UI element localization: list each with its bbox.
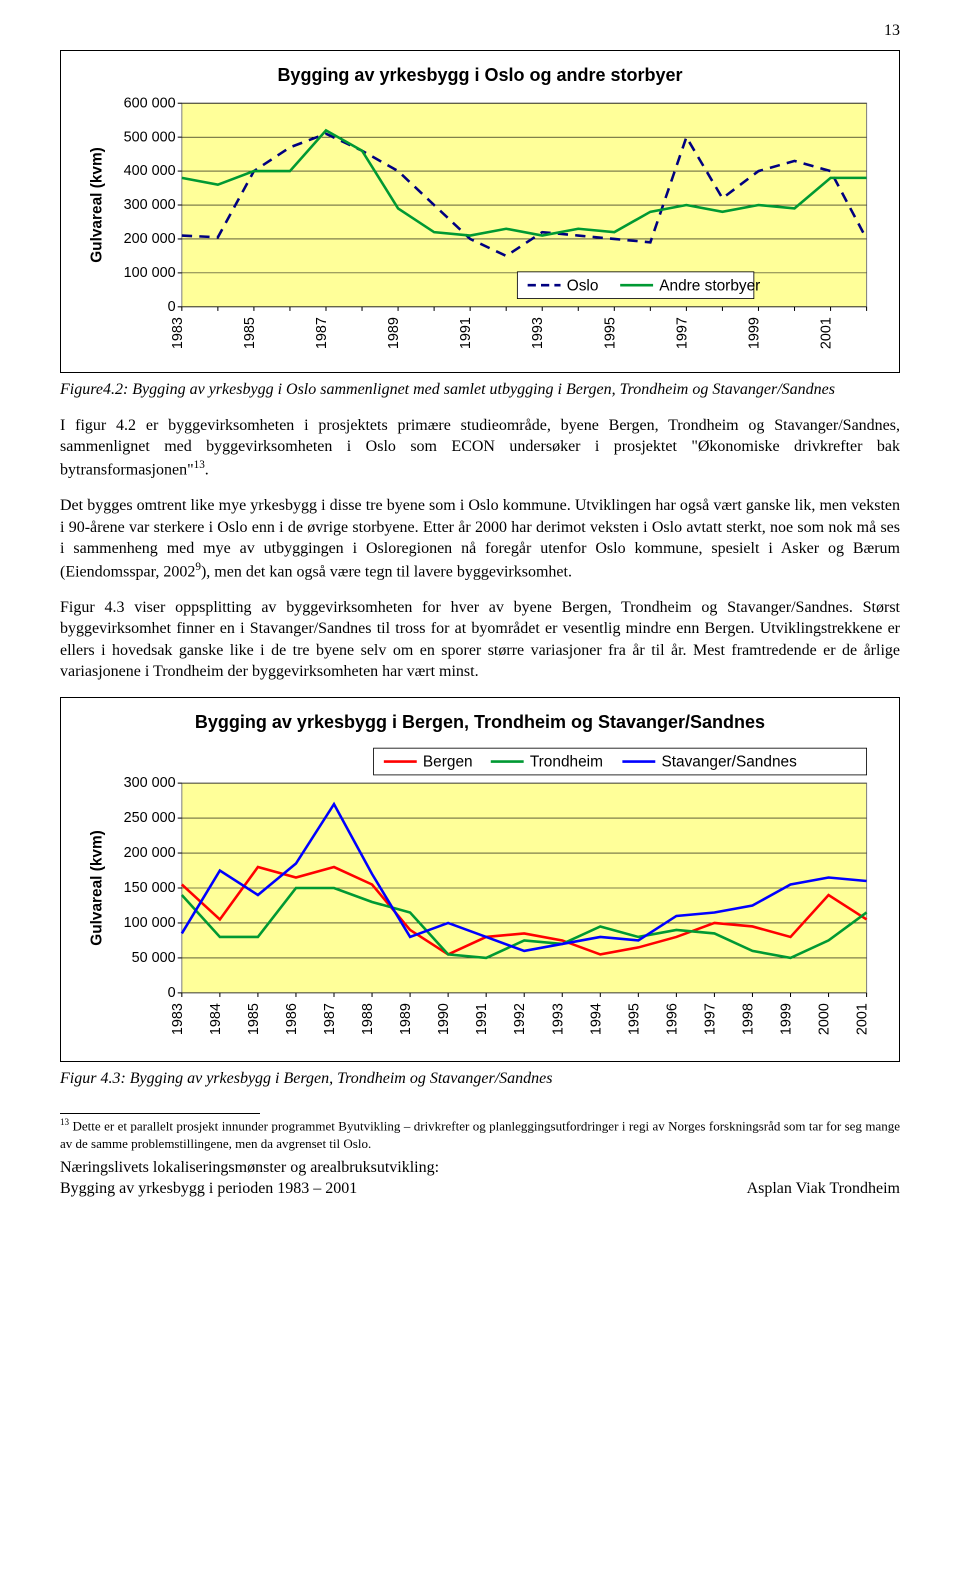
svg-text:100 000: 100 000: [124, 915, 176, 931]
svg-text:1994: 1994: [588, 1003, 604, 1035]
svg-text:1988: 1988: [360, 1003, 376, 1035]
svg-text:1993: 1993: [550, 1003, 566, 1035]
chart2-title: Bygging av yrkesbygg i Bergen, Trondheim…: [79, 710, 881, 734]
svg-text:Gulvareal (kvm): Gulvareal (kvm): [89, 830, 106, 946]
svg-text:200 000: 200 000: [124, 845, 176, 861]
svg-text:Trondheim: Trondheim: [530, 754, 603, 771]
svg-text:1987: 1987: [322, 1003, 338, 1035]
svg-text:100 000: 100 000: [124, 265, 176, 281]
svg-text:Bergen: Bergen: [423, 754, 473, 771]
svg-text:1995: 1995: [626, 1003, 642, 1035]
chart2-svg: 0 50 000 100 000 150 000 200 000 250 000 300 0…: [79, 742, 881, 1050]
svg-text:1999: 1999: [746, 317, 762, 349]
svg-text:1986: 1986: [284, 1003, 300, 1035]
footnote-rule: [60, 1113, 260, 1114]
svg-text:1987: 1987: [314, 317, 330, 349]
svg-text:2000: 2000: [817, 1003, 833, 1035]
svg-text:2001: 2001: [855, 1003, 871, 1035]
svg-text:Stavanger/Sandnes: Stavanger/Sandnes: [661, 754, 797, 771]
svg-text:600 000: 600 000: [124, 95, 176, 111]
svg-text:300 000: 300 000: [124, 197, 176, 213]
para1-text: I figur 4.2 er byggevirksomheten i prosj…: [60, 417, 900, 479]
svg-text:Andre storbyer: Andre storbyer: [659, 277, 760, 294]
footer-line1: Næringslivets lokaliseringsmønster og ar…: [60, 1157, 900, 1179]
chart1-container: Bygging av yrkesbygg i Oslo og andre sto…: [60, 50, 900, 374]
figure-caption-1: Figure4.2: Bygging av yrkesbygg i Oslo s…: [60, 379, 900, 401]
footnote-text: Dette er et parallelt prosjekt innunder …: [60, 1119, 900, 1152]
svg-text:50 000: 50 000: [132, 950, 176, 966]
para1-end: .: [205, 461, 209, 478]
svg-text:Oslo: Oslo: [567, 277, 599, 294]
footnote-sup: 13: [60, 1117, 69, 1127]
svg-text:250 000: 250 000: [124, 810, 176, 826]
svg-text:500 000: 500 000: [124, 129, 176, 145]
svg-text:1997: 1997: [702, 1003, 718, 1035]
svg-text:1990: 1990: [436, 1003, 452, 1035]
svg-text:1989: 1989: [398, 1003, 414, 1035]
paragraph-1: I figur 4.2 er byggevirksomheten i prosj…: [60, 415, 900, 481]
chart2-container: Bygging av yrkesbygg i Bergen, Trondheim…: [60, 697, 900, 1062]
page-number: 13: [60, 20, 900, 42]
svg-text:1997: 1997: [674, 317, 690, 349]
svg-text:1998: 1998: [740, 1003, 756, 1035]
figure-caption-2: Figur 4.3: Bygging av yrkesbygg i Bergen…: [60, 1068, 900, 1090]
svg-text:400 000: 400 000: [124, 163, 176, 179]
chart1-title: Bygging av yrkesbygg i Oslo og andre sto…: [79, 63, 881, 87]
svg-text:1995: 1995: [602, 317, 618, 349]
footer-row: Bygging av yrkesbygg i perioden 1983 – 2…: [60, 1178, 900, 1200]
svg-text:200 000: 200 000: [124, 231, 176, 247]
svg-text:Gulvareal (kvm): Gulvareal (kvm): [89, 147, 106, 263]
svg-text:1991: 1991: [458, 317, 474, 349]
svg-text:300 000: 300 000: [124, 776, 176, 792]
svg-text:1992: 1992: [512, 1003, 528, 1035]
footer-right: Asplan Viak Trondheim: [747, 1178, 900, 1200]
svg-text:0: 0: [168, 299, 176, 315]
svg-text:0: 0: [168, 985, 176, 1001]
footer-left: Bygging av yrkesbygg i perioden 1983 – 2…: [60, 1178, 357, 1200]
svg-text:150 000: 150 000: [124, 880, 176, 896]
svg-text:1991: 1991: [474, 1003, 490, 1035]
para1-sup: 13: [194, 459, 205, 471]
svg-text:1993: 1993: [530, 317, 546, 349]
svg-text:1983: 1983: [170, 1003, 186, 1035]
svg-text:1985: 1985: [242, 317, 258, 349]
paragraph-2: Det bygges omtrent like mye yrkesbygg i …: [60, 495, 900, 583]
chart1-svg: 0 100 000 200 000 300 000 400 000 500 000 600 …: [79, 95, 881, 362]
footnote: 13 Dette er et parallelt prosjekt innund…: [60, 1116, 900, 1152]
svg-text:1989: 1989: [386, 317, 402, 349]
para2-end: ), men det kan også være tegn til lavere…: [201, 563, 572, 580]
svg-text:1983: 1983: [170, 317, 186, 349]
svg-text:1999: 1999: [779, 1003, 795, 1035]
svg-text:1985: 1985: [246, 1003, 262, 1035]
svg-text:1984: 1984: [208, 1003, 224, 1035]
svg-text:1996: 1996: [664, 1003, 680, 1035]
svg-text:2001: 2001: [819, 317, 835, 349]
paragraph-3: Figur 4.3 viser oppsplitting av byggevir…: [60, 597, 900, 683]
